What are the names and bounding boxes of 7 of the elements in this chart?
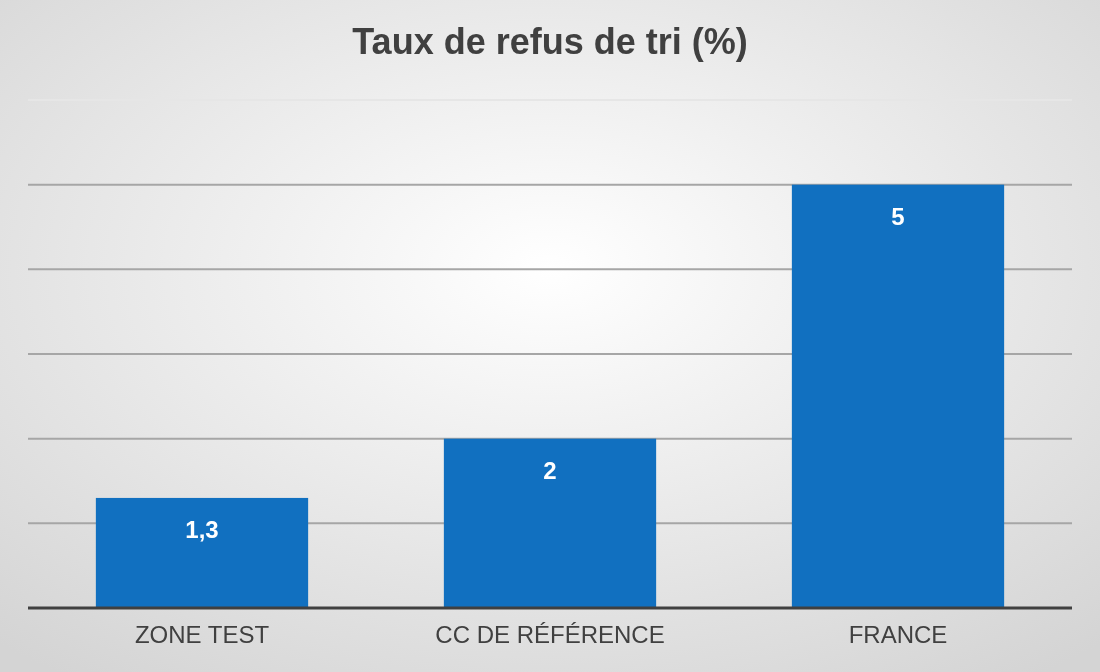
data-label: 2 <box>543 456 557 484</box>
x-tick-label: CC DE RÉFÉRENCE <box>435 621 665 649</box>
chart-title: Taux de refus de tri (%) <box>352 21 748 62</box>
data-label: 1,3 <box>185 515 219 543</box>
x-tick-label: ZONE TEST <box>134 621 270 649</box>
x-tick-label: FRANCE <box>848 621 948 649</box>
data-label: 5 <box>891 202 905 230</box>
